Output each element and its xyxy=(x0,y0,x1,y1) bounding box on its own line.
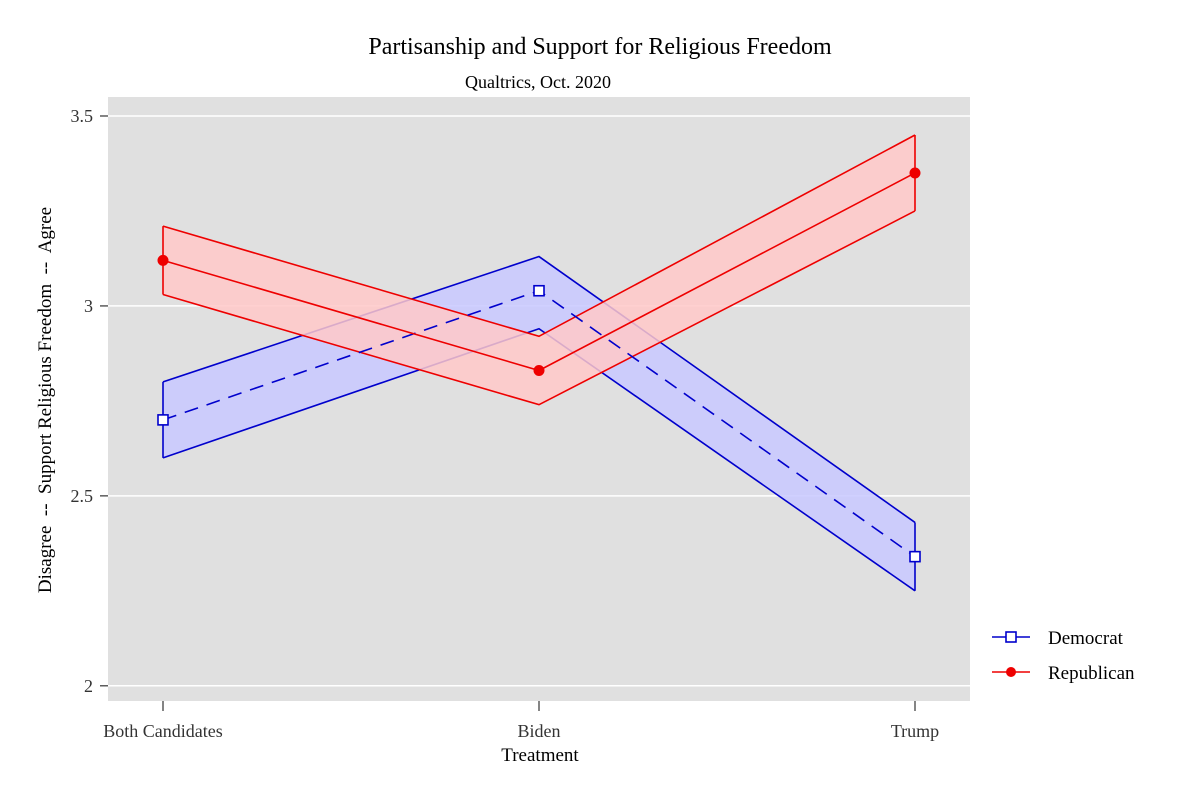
legend-label-democrat: Democrat xyxy=(1048,628,1124,649)
legend: Democrat Republican xyxy=(992,628,1135,684)
legend-label-republican: Republican xyxy=(1048,663,1135,684)
ci-band-republican xyxy=(163,134,915,405)
ci-upper-republican xyxy=(162,134,916,338)
chart-subtitle: Qualtrics, Oct. 2020 xyxy=(465,72,611,92)
x-tick-label: Both Candidates xyxy=(103,721,223,741)
data-point-republican xyxy=(909,167,921,179)
data-point-republican xyxy=(157,254,169,266)
x-tick-label: Biden xyxy=(518,721,561,741)
chart-title: Partisanship and Support for Religious F… xyxy=(368,34,832,60)
y-tick-label: 2 xyxy=(84,676,93,696)
series-layer xyxy=(157,134,921,592)
y-tick-label: 3.5 xyxy=(71,106,94,126)
y-axis-label: Disagree -- Support Religious Freedom --… xyxy=(35,207,56,593)
ci-lower-democrat xyxy=(162,327,916,592)
y-tick-label: 3 xyxy=(84,296,93,316)
legend-marker-republican xyxy=(1006,667,1016,677)
x-axis-label: Treatment xyxy=(501,745,579,766)
y-axis: 2 2.5 3 3.5 xyxy=(71,106,108,696)
data-point-democrat xyxy=(533,284,545,297)
x-tick-label: Trump xyxy=(891,721,939,741)
data-point-democrat xyxy=(157,414,169,426)
data-point-republican xyxy=(533,365,545,377)
legend-marker-democrat xyxy=(1005,631,1017,643)
x-axis: Both Candidates Biden Trump xyxy=(103,701,939,741)
y-tick-label: 2.5 xyxy=(71,486,94,506)
ci-lower-republican xyxy=(162,210,916,406)
data-point-democrat xyxy=(909,550,921,563)
ci-upper-democrat xyxy=(162,255,916,524)
